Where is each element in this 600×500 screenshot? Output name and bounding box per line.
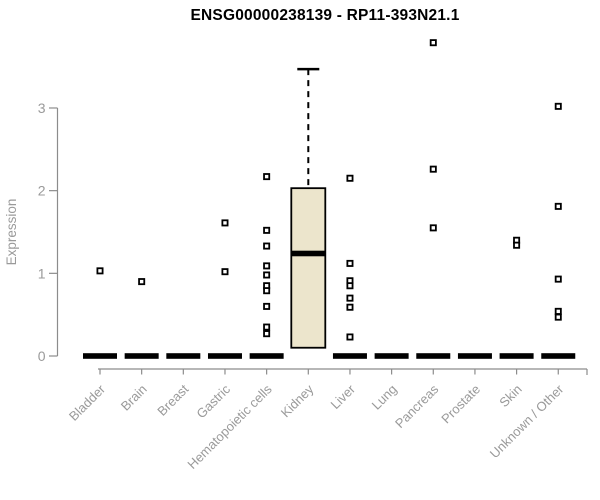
outlier-point — [429, 165, 437, 173]
outlier-point — [346, 303, 354, 311]
outlier-point — [346, 259, 354, 267]
y-tick-label: 2 — [38, 183, 46, 199]
outlier-point — [263, 302, 271, 310]
outlier-point — [263, 323, 271, 331]
outlier-point — [429, 224, 437, 232]
outlier-point — [346, 294, 354, 302]
zero-bar-bladder — [83, 353, 117, 359]
zero-bar-pancreas — [416, 353, 451, 359]
category-label-kidney: Kidney — [278, 381, 317, 420]
outlier-point — [554, 307, 562, 315]
outlier-point — [263, 271, 271, 279]
category-label-gastric: Gastric — [193, 381, 233, 421]
zero-bar-prostate — [457, 353, 492, 359]
category-label-pancreas: Pancreas — [392, 381, 442, 431]
zero-bar-hematopoietic-cells — [249, 353, 284, 359]
zero-bar-liver — [332, 353, 367, 359]
category-label-lung: Lung — [369, 382, 400, 413]
outlier-point — [263, 262, 271, 270]
outlier-point — [263, 226, 271, 234]
outlier-point — [429, 39, 437, 47]
zero-bar-brain — [124, 353, 159, 359]
outlier-point — [346, 174, 354, 182]
outlier-point — [554, 275, 562, 283]
category-label-unknown-other: Unknown / Other — [487, 381, 567, 461]
category-label-breast: Breast — [154, 381, 191, 418]
outlier-point — [346, 282, 354, 290]
outlier-point — [554, 313, 562, 321]
category-label-bladder: Bladder — [66, 381, 109, 424]
zero-bar-gastric — [207, 353, 242, 359]
outlier-point — [263, 242, 271, 250]
median-line-kidney — [291, 250, 326, 257]
outlier-point — [263, 173, 271, 181]
category-label-brain: Brain — [118, 382, 150, 414]
zero-bar-unknown-other — [541, 353, 576, 359]
zero-bar-breast — [166, 353, 201, 359]
outlier-point — [346, 333, 354, 341]
y-tick-label: 0 — [38, 348, 46, 364]
box-kidney — [290, 187, 327, 349]
y-tick-label: 1 — [38, 265, 46, 281]
outlier-point — [263, 287, 271, 295]
outlier-point — [96, 267, 104, 275]
category-label-liver: Liver — [328, 381, 359, 412]
category-label-skin: Skin — [496, 382, 524, 410]
outlier-point — [221, 268, 229, 276]
outlier-point — [513, 241, 521, 249]
outlier-point — [138, 278, 146, 286]
outlier-point — [554, 102, 562, 110]
category-label-prostate: Prostate — [438, 382, 483, 427]
zero-bar-skin — [499, 353, 534, 359]
outlier-point — [263, 330, 271, 338]
outlier-point — [554, 202, 562, 210]
zero-bar-lung — [374, 353, 409, 359]
chart-title: ENSG00000238139 - RP11-393N21.1 — [190, 7, 460, 24]
outlier-point — [221, 219, 229, 227]
y-tick-label: 3 — [38, 100, 46, 116]
